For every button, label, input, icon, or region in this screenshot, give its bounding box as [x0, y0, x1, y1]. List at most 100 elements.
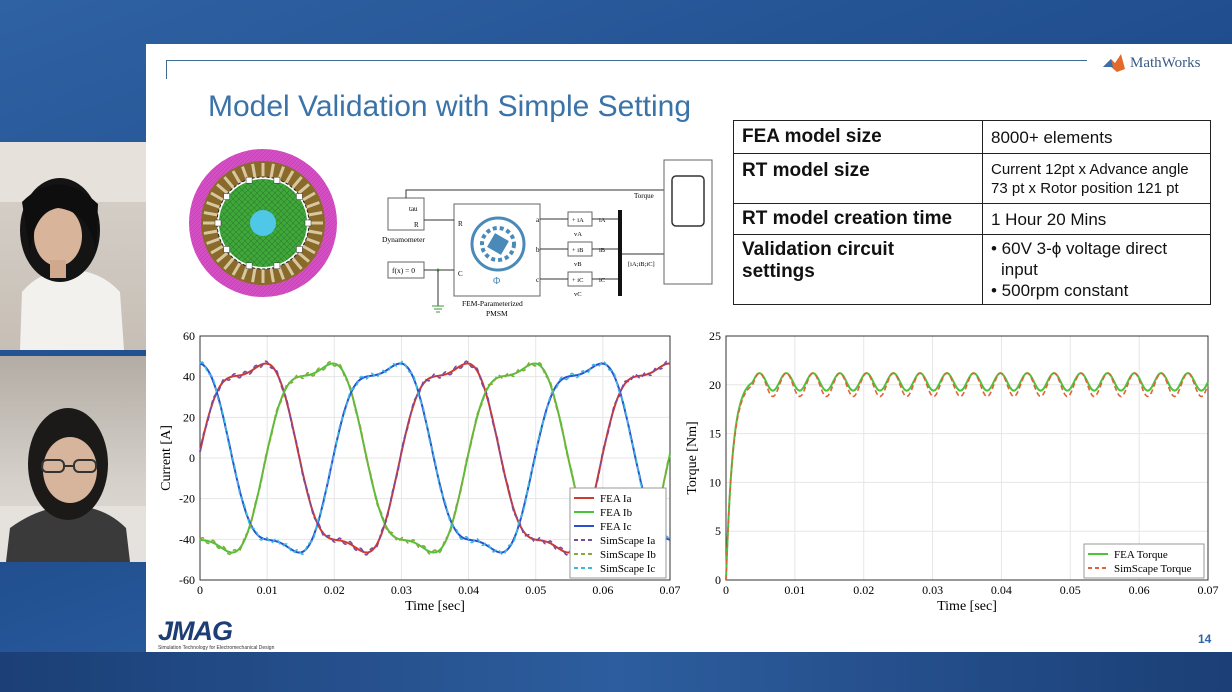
spec-row: FEA model size 8000+ elements [733, 120, 1211, 154]
svg-text:+ iC: + iC [572, 277, 583, 284]
svg-text:vA: vA [574, 231, 582, 238]
x-tick-label: 0.07 [660, 583, 681, 597]
series-line-simscape-torque [725, 372, 1209, 581]
dynamometer-label: Dynamometer [382, 235, 425, 244]
legend-entry: FEA Torque [1114, 549, 1168, 561]
x-tick-label: 0.05 [525, 583, 546, 597]
y-tick-label: -60 [179, 573, 195, 587]
svg-text:iB: iB [599, 247, 606, 254]
legend-entry: FEA Ia [600, 493, 632, 505]
spec-key: RT model size [733, 153, 983, 204]
membrane-icon [1103, 54, 1125, 72]
y-tick-label: -20 [179, 492, 195, 506]
x-tick-label: 0.06 [592, 583, 613, 597]
bus-label: [iA;iB;iC] [628, 261, 655, 268]
spec-key: RT model creation time [733, 203, 983, 235]
spec-key: Validation circuit settings [733, 234, 983, 305]
plot-frame [725, 335, 1209, 581]
spec-value: 8000+ elements [982, 120, 1211, 154]
y-tick-label: 20 [709, 378, 721, 392]
y-tick-label: 40 [183, 370, 195, 384]
spec-row: RT model creation time 1 Hour 20 Mins [733, 203, 1211, 235]
legend-entry: SimScape Torque [1114, 563, 1192, 575]
torque-signal-label: Torque [634, 192, 654, 200]
y-tick-label: 25 [709, 329, 721, 343]
y-tick-label: 5 [715, 524, 721, 538]
pmsm-label-1: FEM-Parameterized [462, 299, 523, 308]
x-tick-label: 0.02 [324, 583, 345, 597]
page-number: 14 [1198, 632, 1212, 646]
dynamometer-block[interactable] [387, 197, 425, 231]
pmsm-port-r: R [458, 220, 463, 228]
dyn-port-tau: tau [409, 205, 418, 213]
y-tick-label: 20 [183, 410, 195, 424]
participant-avatar-1 [0, 142, 146, 350]
x-tick-label: 0.07 [1198, 583, 1219, 597]
current-sensor-a[interactable]: + iA iA vA [567, 211, 606, 238]
svg-text:vB: vB [574, 261, 582, 268]
svg-text:vC: vC [574, 291, 582, 298]
simulink-block-diagram: tau R Dynamometer f(x) = 0 Φ R C a b c F… [382, 159, 713, 318]
spec-table: FEA model size 8000+ elements RT model s… [733, 120, 1211, 305]
x-tick-label: 0.02 [853, 583, 874, 597]
torque-chart: 0 0.01 0.02 0.03 0.04 0.05 0.06 0.07 0 5 10 15 20 25 T… [685, 329, 1219, 614]
participant-video-1[interactable] [0, 142, 146, 350]
series-line-fea-torque [725, 372, 1209, 581]
pmsm-port-c-out: c [536, 276, 539, 284]
spec-value: • 60V 3-ϕ voltage direct input • 500rpm … [982, 234, 1211, 305]
phi-symbol: Φ [493, 276, 500, 287]
x-tick-label: 0 [723, 583, 729, 597]
x-tick-label: 0.04 [458, 583, 479, 597]
jmag-tagline: Simulation Technology for Electromechani… [158, 645, 275, 651]
participant-video-2[interactable] [0, 356, 146, 562]
pmsm-port-a: a [536, 216, 540, 224]
series-line-simscape-ic [199, 360, 671, 556]
y-tick-label: 0 [715, 573, 721, 587]
presentation-slide: MathWorks Model Validation with Simple S… [146, 44, 1232, 652]
current-chart: 0 0.01 0.02 0.03 0.04 0.05 0.06 0.07 -60 -40 -20 0 2… [159, 329, 681, 614]
y-tick-label: -40 [179, 532, 195, 546]
x-tick-label: 0.03 [922, 583, 943, 597]
legend-entry: SimScape Ia [600, 535, 655, 547]
background-band [0, 652, 1232, 692]
pmsm-port-b: b [536, 246, 540, 254]
current-sensor-c[interactable]: + iC iC vC [567, 271, 605, 298]
legend-entry: SimScape Ic [600, 563, 655, 575]
jmag-logo: JMAG Simulation Technology for Electrome… [158, 616, 274, 651]
spec-value: 1 Hour 20 Mins [982, 203, 1211, 235]
y-axis-label: Current [A] [159, 425, 174, 491]
x-axis-label: Time [sec] [405, 599, 465, 614]
slide-title: Model Validation with Simple Setting [208, 90, 692, 123]
y-axis-label: Torque [Nm] [685, 421, 700, 494]
svg-text:iC: iC [599, 277, 605, 284]
pmsm-port-c: C [458, 270, 463, 278]
spec-row: Validation circuit settings • 60V 3-ϕ vo… [733, 234, 1211, 305]
x-tick-label: 0 [197, 583, 203, 597]
pmsm-label-2: PMSM [486, 309, 508, 318]
motor-fea-mesh-image [189, 149, 337, 297]
x-tick-label: 0.01 [257, 583, 278, 597]
svg-text:+ iB: + iB [572, 247, 584, 254]
legend-box [1083, 543, 1205, 579]
current-sensor-b[interactable]: + iB iB vB [567, 241, 606, 268]
y-tick-label: 10 [709, 475, 721, 489]
legend-box [569, 487, 667, 579]
x-tick-label: 0.06 [1129, 583, 1150, 597]
x-tick-label: 0.05 [1060, 583, 1081, 597]
participant-avatar-2 [0, 408, 146, 562]
jmag-wordmark: JMAG [158, 616, 233, 646]
mux-block[interactable] [618, 210, 622, 296]
legend-entry: FEA Ic [600, 521, 632, 533]
x-tick-label: 0.03 [391, 583, 412, 597]
y-tick-label: 15 [709, 427, 721, 441]
y-tick-label: 60 [183, 329, 195, 343]
mathworks-wordmark: MathWorks [1130, 54, 1201, 71]
svg-text:+ iA: + iA [572, 217, 584, 224]
y-tick-label: 0 [189, 451, 195, 465]
spec-value: Current 12pt x Advance angle 73 pt x Rot… [982, 153, 1211, 204]
mathworks-logo: MathWorks [1102, 52, 1200, 74]
x-tick-label: 0.04 [991, 583, 1012, 597]
svg-text:iA: iA [599, 217, 606, 224]
spec-key: FEA model size [733, 120, 983, 154]
legend-entry: SimScape Ib [600, 549, 656, 561]
